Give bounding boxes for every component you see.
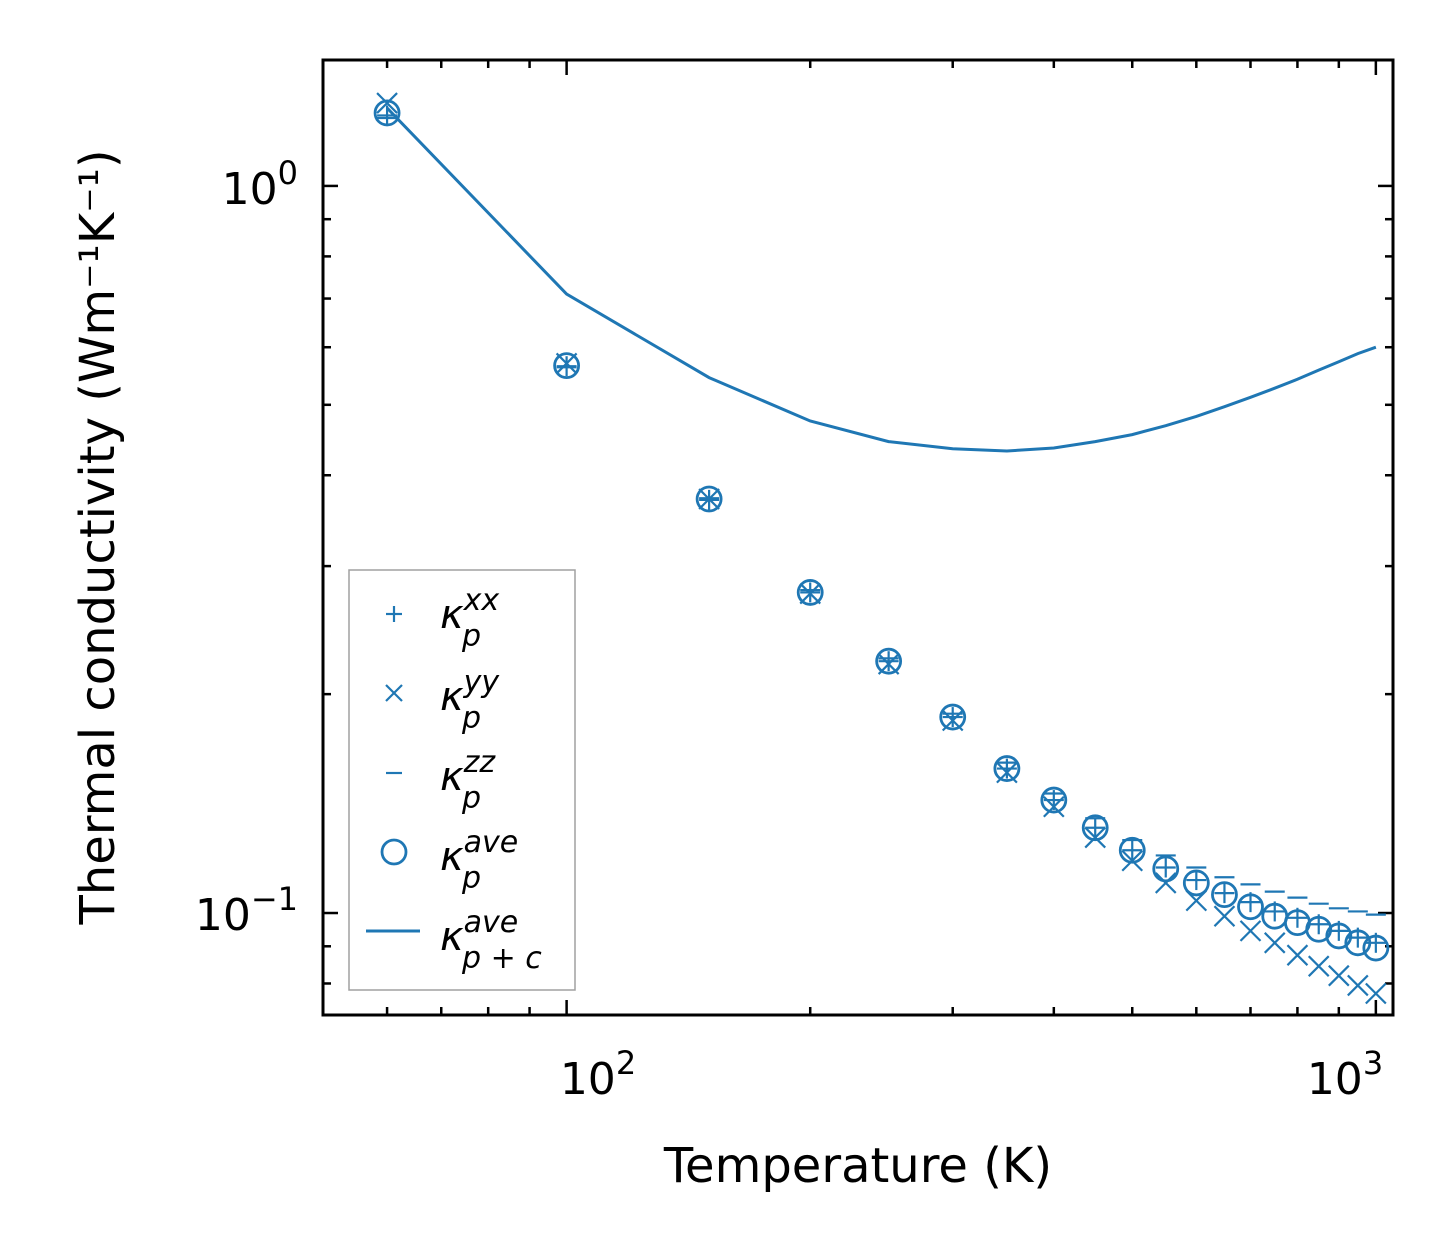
data-point: [376, 92, 398, 114]
data-point-d2: [1365, 982, 1387, 1005]
data-point-d2: [1307, 955, 1330, 977]
x-tick-label: 102: [560, 1044, 636, 1105]
data-point: [1286, 944, 1309, 966]
data-point: [1085, 817, 1106, 838]
data-point: [942, 707, 963, 728]
x-axis-label: Temperature (K): [663, 1138, 1052, 1194]
data-point: [1121, 849, 1144, 872]
y-axis-label: Thermal conductivity (Wm⁻¹K⁻¹): [70, 149, 126, 925]
data-point-d2: [1328, 964, 1350, 987]
data-point: [1211, 881, 1238, 909]
data-point: [1154, 872, 1177, 894]
data-point-d2: [1263, 932, 1286, 954]
data-point: [1239, 920, 1262, 942]
data-point: [556, 356, 577, 377]
data-point: [1152, 855, 1180, 883]
y-tick-labels: 100 10−1: [195, 154, 298, 941]
legend-label-kappa-ave: κave p: [440, 825, 518, 896]
data-point: [1347, 974, 1369, 997]
data-point: [1325, 922, 1353, 950]
line-layer: [386, 106, 1377, 453]
data-point: [1328, 964, 1350, 987]
data-point: [1155, 857, 1176, 878]
legend-swatch: [385, 684, 403, 702]
data-point-d2: [1213, 905, 1236, 927]
legend-swatch-d2: [385, 684, 403, 702]
legend-label-kappa-pc-ave: κave p + c: [440, 905, 542, 976]
data-point: [799, 582, 821, 605]
y-tick-label: 100: [222, 154, 298, 215]
data-point: [1122, 840, 1143, 861]
data-point: [1043, 795, 1065, 818]
legend-label-kappa-xx: κxx p: [440, 583, 499, 654]
series-line-4: [386, 106, 1377, 453]
data-point: [878, 651, 899, 672]
data-point: [1305, 915, 1333, 943]
data-point-d2: [799, 582, 821, 605]
x-tick-labels: 102 103: [560, 1044, 1383, 1105]
data-point: [796, 579, 824, 606]
data-point: [1186, 870, 1207, 891]
data-point: [1344, 929, 1372, 957]
data-point: [1040, 786, 1068, 814]
data-point: [1214, 883, 1235, 904]
x-tick-label: 103: [1307, 1044, 1383, 1105]
data-point-d2: [1286, 944, 1309, 966]
legend-swatch: [386, 606, 402, 622]
data-point: [1081, 814, 1109, 842]
y-tick-label: 10−1: [195, 880, 298, 941]
data-point: [993, 755, 1021, 782]
data-point: [553, 352, 581, 380]
data-point: [1263, 932, 1286, 954]
legend-label-kappa-zz: κzz p: [440, 745, 496, 816]
plot-frame: [321, 58, 1395, 1017]
data-point: [1118, 836, 1146, 864]
data-point-d2: [1239, 920, 1262, 942]
legend-swatch: [380, 838, 408, 866]
data-point: [1084, 826, 1106, 849]
data-point-d2: [1121, 849, 1144, 872]
data-point: [939, 703, 967, 731]
legend: κxx p κyy p κzz p κave p κave p + c: [348, 569, 576, 991]
data-point: [1182, 869, 1210, 897]
marker-layer: [373, 92, 1390, 1005]
data-point-d2: [1347, 974, 1369, 997]
data-point-d2: [1084, 826, 1106, 849]
data-point-d2: [1043, 795, 1065, 818]
data-point: [1307, 955, 1330, 977]
data-point: [1365, 982, 1387, 1005]
legend-swatches: [366, 606, 420, 933]
legend-frame: [348, 569, 576, 991]
data-point: [373, 99, 401, 127]
data-point: [1213, 905, 1236, 927]
data-point: [1237, 893, 1264, 921]
data-point-d2: [376, 92, 398, 114]
data-point: [875, 647, 903, 675]
legend-label-kappa-yy: κyy p: [440, 665, 500, 736]
series-3-points: [373, 99, 1390, 962]
data-point-d2: [1154, 872, 1177, 894]
data-point: [377, 105, 398, 126]
data-point: [695, 485, 723, 513]
data-point: [1362, 934, 1390, 962]
